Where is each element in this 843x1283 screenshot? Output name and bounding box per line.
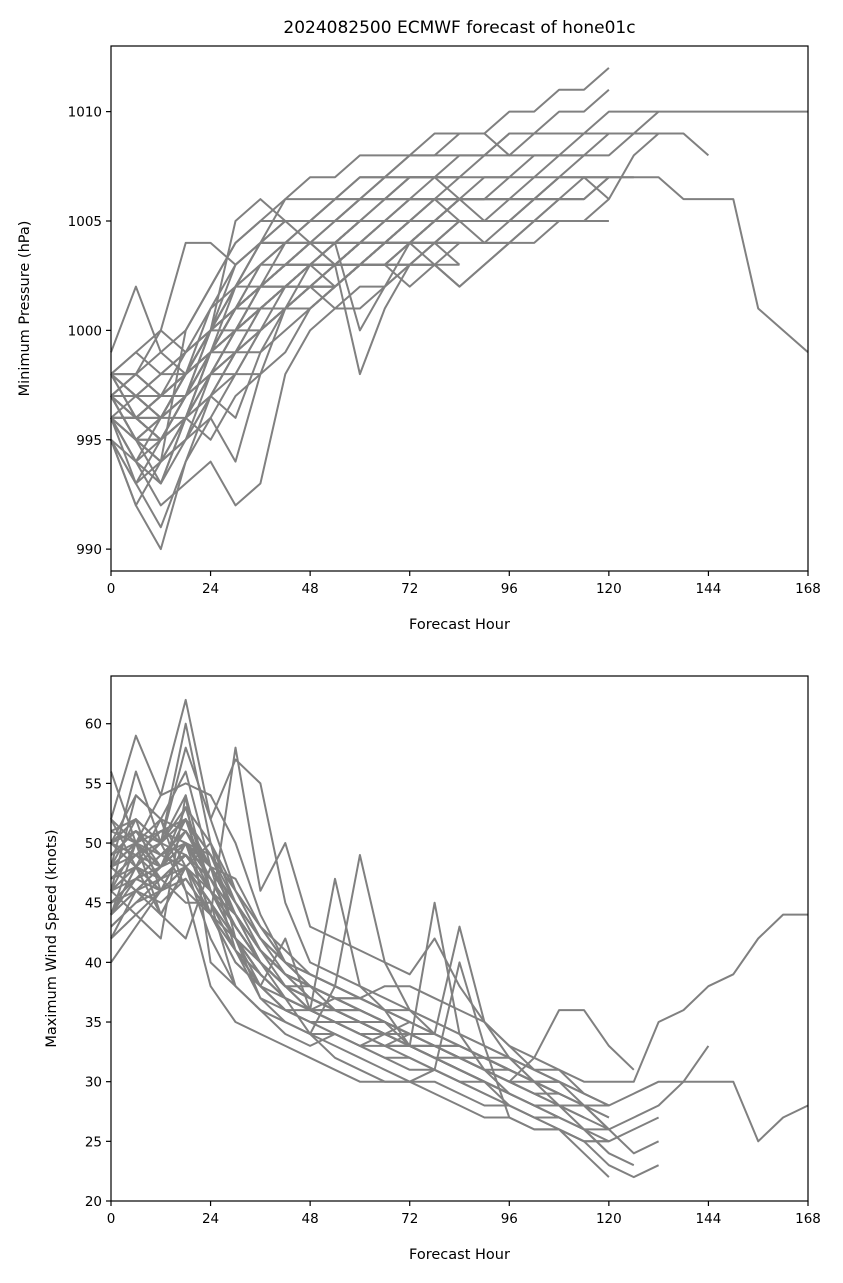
x-tick-label: 0: [107, 1211, 116, 1227]
pressure-ticks: 0 24 48 72 96 120 144 168 990 995 1000 1005 1010: [68, 105, 821, 597]
series-line-49: [110, 220, 461, 463]
series-line-30: [110, 865, 560, 1095]
series-line-49: [110, 830, 410, 1035]
x-tick-label: 72: [401, 581, 418, 597]
x-tick-label: 0: [107, 581, 116, 597]
series-line-16: [110, 818, 610, 1107]
x-tick-label: 24: [202, 581, 219, 597]
x-tick-label: 24: [202, 1211, 219, 1227]
series-line-15: [110, 132, 560, 507]
series-line-41: [110, 865, 460, 1071]
series-line-6: [110, 746, 660, 1155]
y-tick-label: 35: [85, 1015, 102, 1031]
x-tick-label: 72: [401, 1211, 418, 1227]
series-line-4: [110, 67, 610, 485]
series-line-13: [110, 220, 609, 419]
y-tick-label: 995: [76, 433, 102, 449]
pressure-axes-frame: [110, 45, 809, 572]
wind-ticks: 0 24 48 72 96 120 144 168 20 25 30 35 40 45 50 55 60: [85, 717, 821, 1227]
series-line-18: [110, 220, 560, 441]
series-line-32: [110, 877, 510, 1107]
x-axis-label: Forecast Hour: [409, 1247, 510, 1263]
series-line-11: [110, 176, 610, 463]
series-line-46: [111, 241, 460, 441]
wind-lines: [110, 698, 809, 1179]
y-tick-label: 45: [85, 896, 102, 912]
y-tick-label: 25: [85, 1134, 102, 1150]
series-line-20: [110, 806, 610, 1107]
x-tick-label: 96: [501, 1211, 518, 1227]
series-line-27: [110, 176, 460, 419]
y-tick-label: 30: [85, 1075, 102, 1091]
y-tick-label: 1010: [68, 105, 102, 121]
wind-panel: 0 24 48 72 96 120 144 168 20 25 30 35 40 45 50 55 60 For…: [44, 675, 821, 1263]
series-line-35: [110, 198, 485, 485]
series-line-47: [110, 220, 460, 463]
y-axis-label: Minimum Pressure (hPa): [17, 221, 33, 397]
wind-axes-frame: [110, 675, 809, 1202]
series-line-43: [110, 220, 461, 463]
series-line-18: [110, 842, 610, 1119]
y-tick-label: 20: [85, 1194, 102, 1210]
x-tick-label: 168: [795, 581, 821, 597]
x-tick-label: 168: [795, 1211, 821, 1227]
y-tick-label: 1005: [68, 214, 102, 230]
series-line-33: [110, 176, 460, 419]
x-tick-label: 120: [596, 1211, 622, 1227]
x-tick-label: 144: [696, 581, 722, 597]
series-line-50: [110, 220, 460, 419]
y-tick-label: 1000: [68, 323, 102, 339]
x-tick-label: 48: [302, 581, 319, 597]
series-line-50: [110, 854, 411, 1047]
x-tick-label: 120: [596, 581, 622, 597]
series-line-9: [110, 176, 609, 376]
x-tick-label: 48: [302, 1211, 319, 1227]
series-line-25: [110, 176, 410, 376]
x-tick-label: 96: [501, 581, 518, 597]
y-tick-label: 55: [85, 776, 102, 792]
series-line-44: [110, 818, 411, 1023]
series-line-14: [110, 818, 610, 1178]
x-tick-label: 144: [696, 1211, 722, 1227]
series-line-47: [110, 865, 411, 1047]
y-tick-label: 40: [85, 955, 102, 971]
series-line-42: [110, 242, 461, 441]
x-axis-label: Forecast Hour: [409, 617, 510, 633]
y-tick-label: 60: [85, 717, 102, 733]
series-line-4: [110, 722, 660, 1179]
chart-title: 2024082500 ECMWF forecast of hone01c: [283, 18, 635, 38]
y-tick-label: 50: [85, 836, 102, 852]
series-line-19: [110, 842, 610, 1119]
pressure-panel: 2024082500 ECMWF forecast of hone01c 0 24…: [17, 18, 821, 633]
y-axis-label: Maximum Wind Speed (knots): [44, 829, 60, 1047]
pressure-lines: [110, 67, 809, 551]
y-tick-label: 990: [76, 542, 102, 558]
